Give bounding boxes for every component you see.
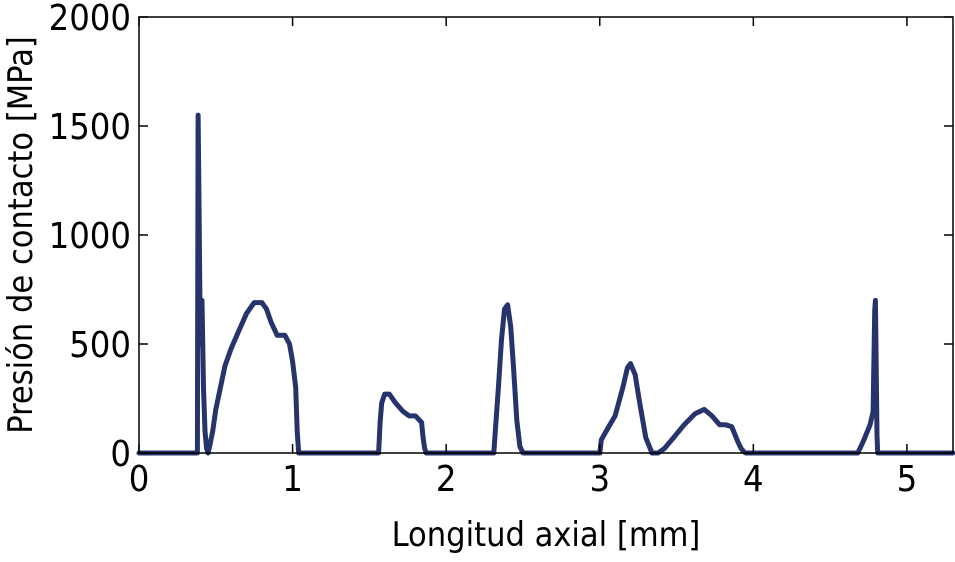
series-line-0 <box>136 112 955 456</box>
y-tick-label: 1500 <box>49 107 131 148</box>
x-axis-label: Longitud axial [mm] <box>392 515 701 555</box>
x-tick-label: 3 <box>589 459 610 500</box>
ticks-layer: 0 1 2 3 4 5 0 500 1000 1500 2000 <box>49 0 953 500</box>
y-tick-label: 2000 <box>49 0 131 39</box>
x-tick-label: 2 <box>436 459 457 500</box>
y-axis-label: Presión de contacto [MPa] <box>1 36 41 434</box>
y-tick-label: 1000 <box>49 216 131 257</box>
data-layer <box>136 112 955 456</box>
x-tick-label: 5 <box>897 459 918 500</box>
x-tick-label: 0 <box>129 459 150 500</box>
y-tick-label: 500 <box>69 325 131 366</box>
y-tick-label: 0 <box>110 434 131 475</box>
x-tick-label: 4 <box>743 459 764 500</box>
x-tick-label: 1 <box>282 459 303 500</box>
plot-frame <box>138 16 954 454</box>
